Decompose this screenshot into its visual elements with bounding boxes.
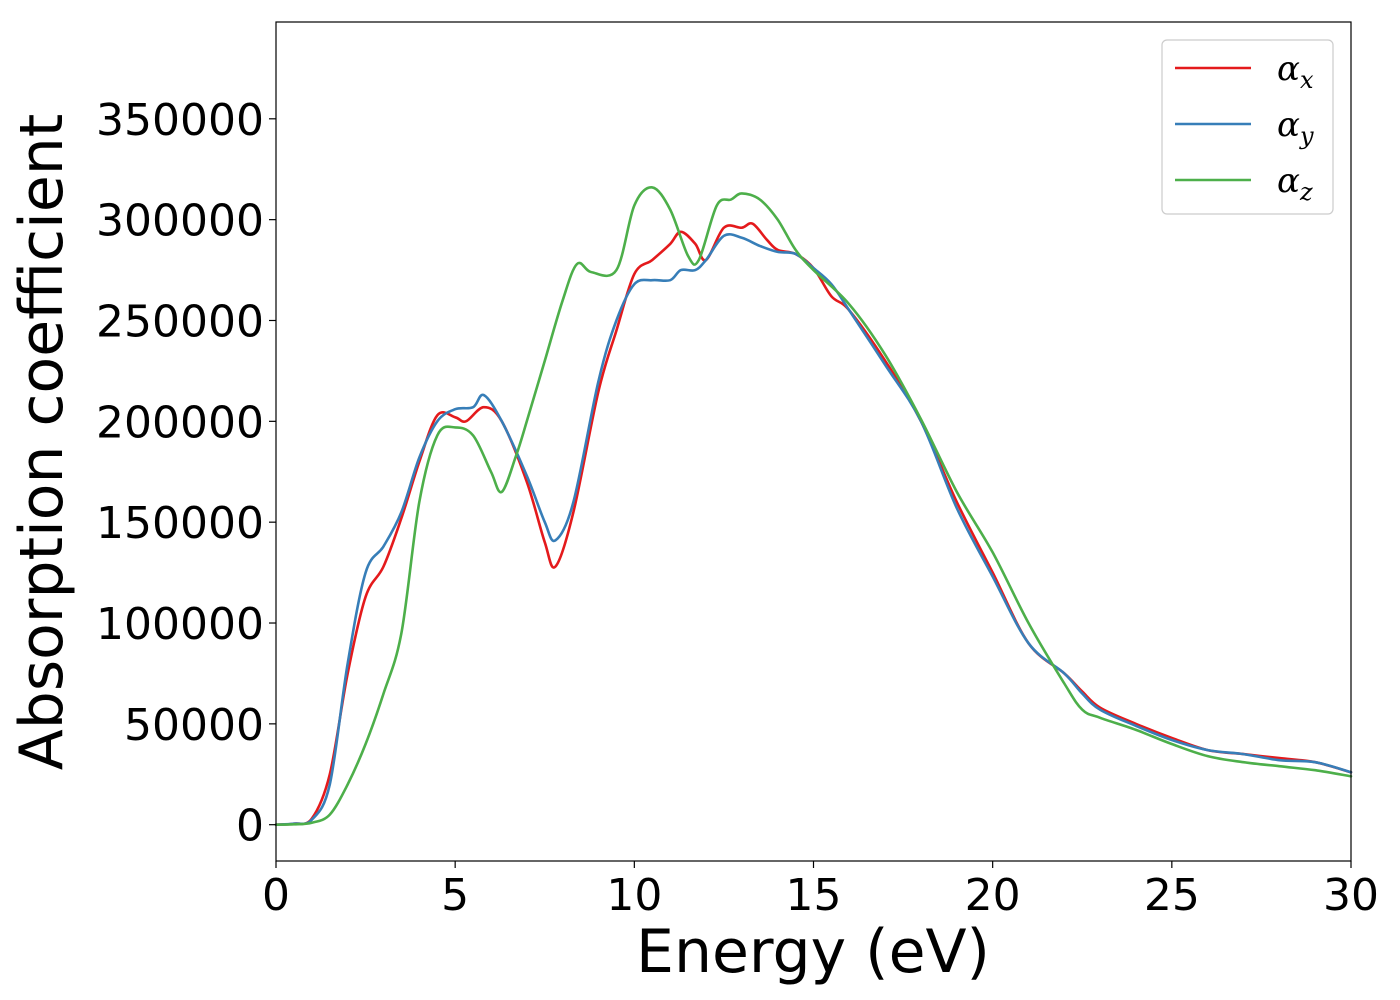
series-line-y	[274, 233, 1353, 826]
y-tick-label: 350000	[96, 95, 264, 146]
y-axis-title: Absorption coefficient	[7, 114, 77, 771]
x-tick-label: 15	[786, 870, 842, 921]
y-axis: 0 50000 100000 150000 200000 250000 300000 3500…	[96, 95, 276, 852]
legend-label-y: αy	[1277, 105, 1314, 150]
x-axis: 0 5 10 15 20 25 30	[262, 861, 1379, 921]
legend-box	[1161, 39, 1334, 215]
y-tick-label: 200000	[96, 397, 264, 448]
x-tick-label: 5	[441, 870, 469, 921]
series-line-z	[274, 186, 1353, 826]
y-tick-label: 300000	[96, 196, 264, 247]
y-tick-label: 0	[236, 801, 264, 852]
y-tick-label: 250000	[96, 296, 264, 347]
series-line-x	[274, 221, 1353, 826]
x-axis-title: Energy (eV)	[636, 917, 990, 987]
x-tick-label: 20	[965, 870, 1021, 921]
y-tick-label: 50000	[124, 700, 264, 751]
x-tick-label: 30	[1323, 870, 1379, 921]
x-tick-label: 0	[262, 870, 290, 921]
legend-label-x: αx	[1277, 49, 1314, 94]
plot-lines	[274, 186, 1353, 826]
y-tick-label: 100000	[96, 599, 264, 650]
x-tick-label: 10	[606, 870, 662, 921]
y-tick-label: 150000	[96, 498, 264, 549]
x-tick-label: 25	[1144, 870, 1200, 921]
